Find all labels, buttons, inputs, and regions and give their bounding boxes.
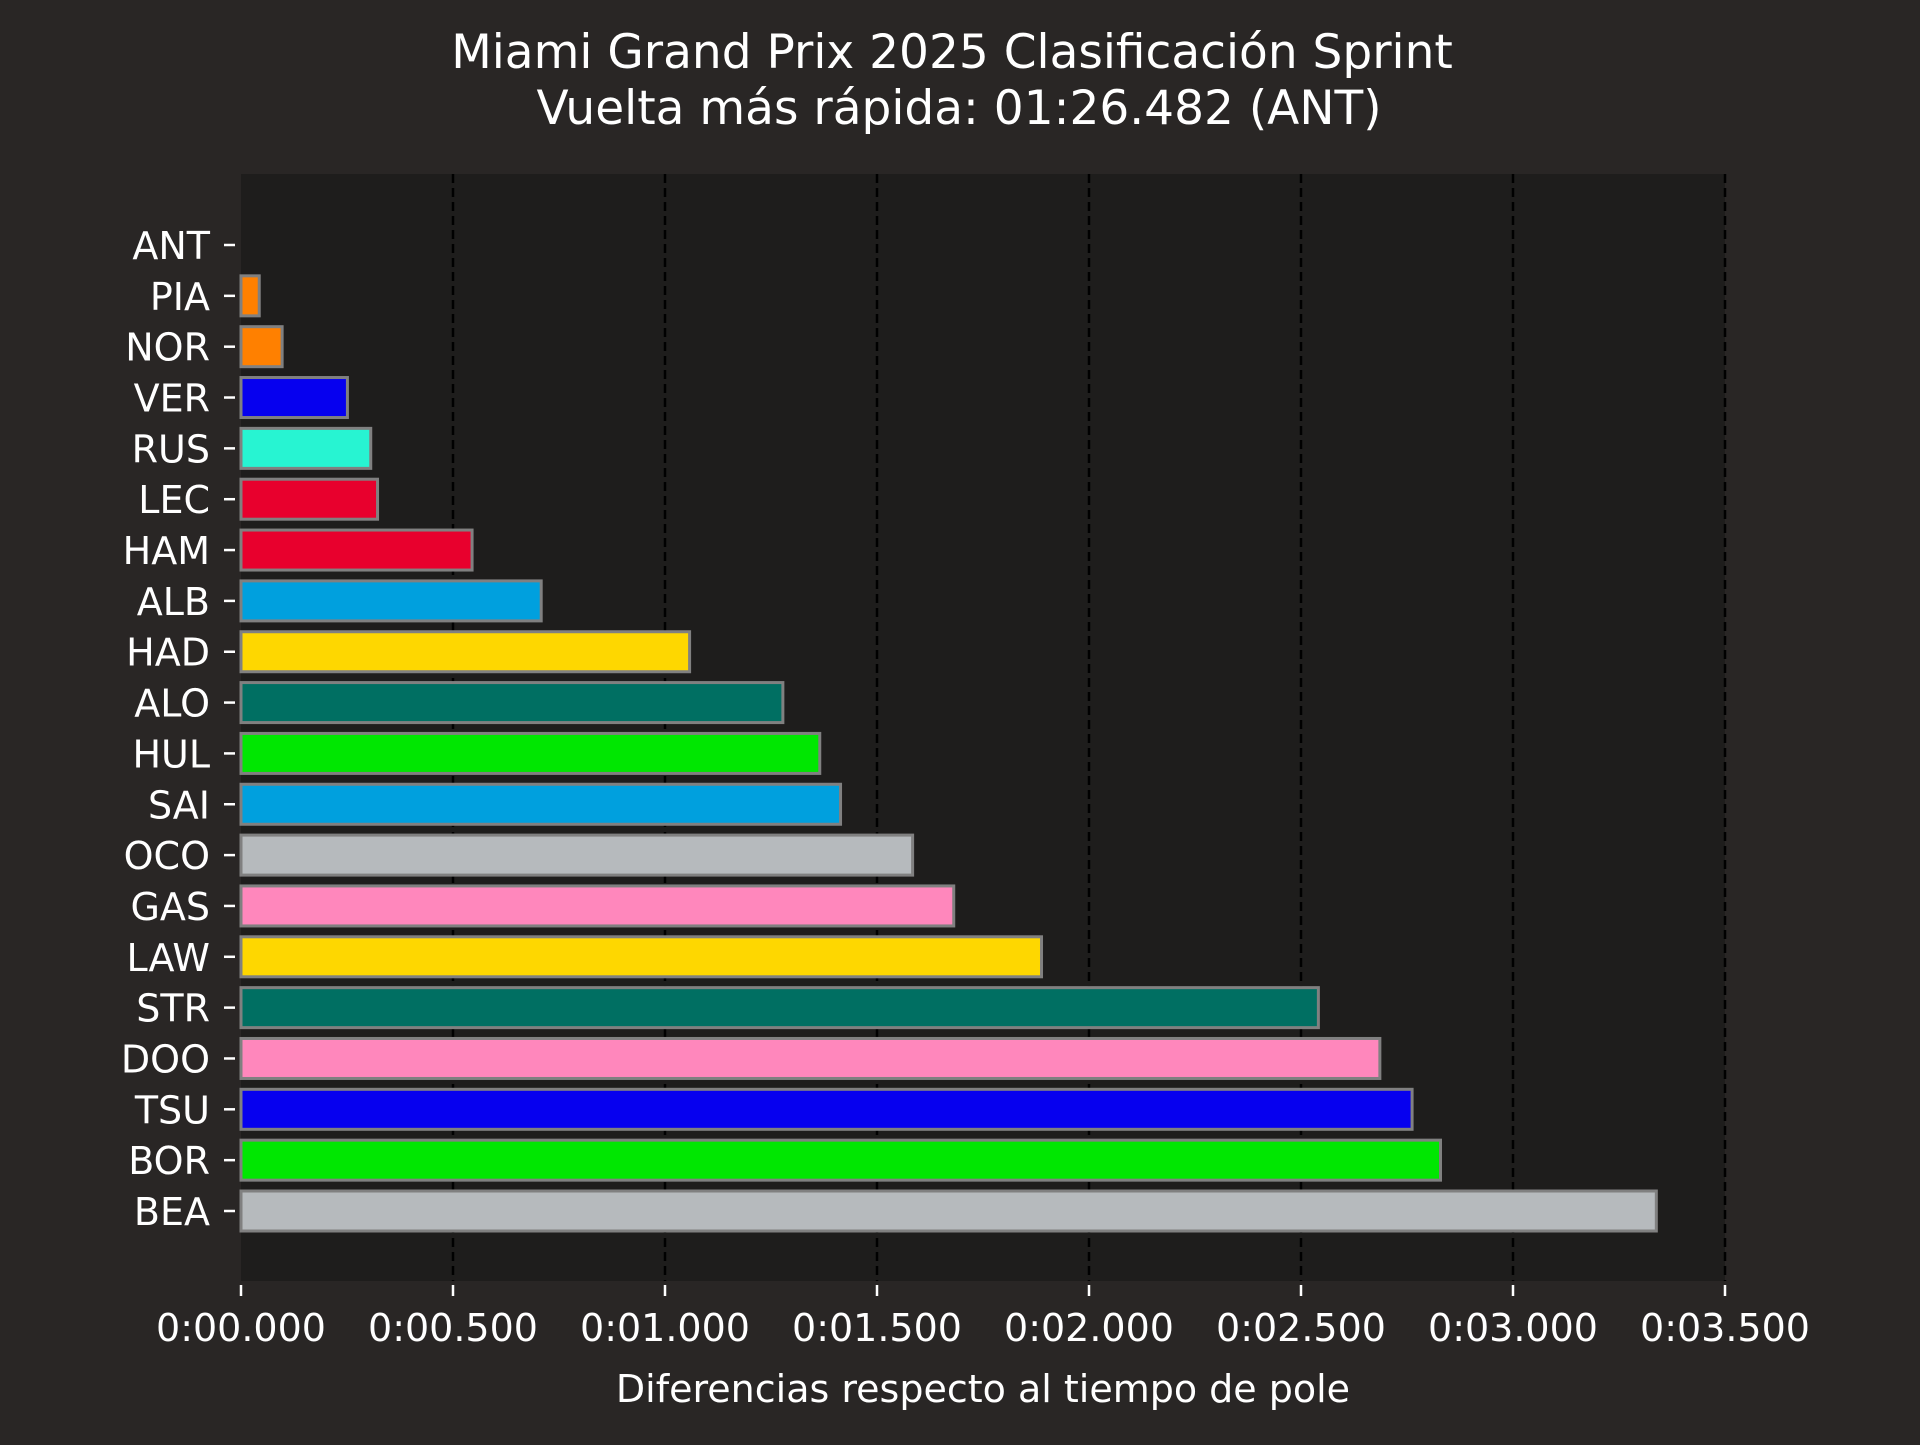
y-tick-label: HUL (132, 732, 210, 776)
x-tick-label: 0:01.000 (580, 1306, 750, 1350)
bar-had (239, 630, 692, 674)
x-tick-label: 0:01.500 (792, 1306, 962, 1350)
bar-nor (239, 325, 284, 369)
y-tick-label: HAD (126, 631, 210, 675)
bar-bor (239, 1138, 1442, 1182)
y-axis: ANT PIA NOR VER RUS LEC HAM ALB HAD ALO HUL SAI OCO G… (121, 224, 235, 1234)
bar-lec (239, 477, 380, 521)
chart-title: Miami Grand Prix 2025 Clasificación Spri… (451, 25, 1453, 80)
bar-ham (239, 528, 474, 572)
x-tick-label: 0:03.500 (1640, 1306, 1810, 1350)
bar-tsu (239, 1087, 1414, 1131)
bar-oco (239, 833, 915, 877)
x-tick-label: 0:00.000 (156, 1306, 326, 1350)
x-axis-label: Diferencias respecto al tiempo de pole (616, 1367, 1350, 1411)
bar-sai (239, 782, 843, 826)
y-tick-label: RUS (132, 427, 210, 471)
y-tick-label: BEA (134, 1190, 210, 1234)
bars (239, 274, 1658, 1233)
y-tick-label: ALO (134, 682, 210, 726)
x-tick-label: 0:00.500 (368, 1306, 538, 1350)
bar-law (239, 935, 1044, 979)
chart-subtitle: Vuelta más rápida: 01:26.482 (ANT) (536, 81, 1381, 136)
y-tick-label: SAI (148, 783, 210, 827)
y-tick-label: STR (136, 987, 210, 1031)
bar-rus (239, 426, 373, 470)
y-tick-label: DOO (121, 1037, 210, 1081)
y-tick-label: VER (134, 377, 210, 421)
y-tick-label: PIA (150, 275, 210, 319)
bar-str (239, 986, 1320, 1030)
x-tick-label: 0:02.500 (1216, 1306, 1386, 1350)
bar-doo (239, 1036, 1382, 1080)
bar-ver (239, 376, 349, 420)
y-tick-label: BOR (128, 1139, 210, 1183)
bar-gas (239, 884, 956, 928)
y-tick-label: HAM (123, 529, 210, 573)
grid-lines (451, 174, 1727, 1281)
y-tick-label: OCO (124, 834, 210, 878)
y-tick-label: GAS (130, 885, 210, 929)
x-tick-label: 0:02.000 (1004, 1306, 1174, 1350)
x-axis: 0:00.000 0:00.500 0:01.000 0:01.500 0:02.000… (156, 1285, 1810, 1350)
bar-alo (239, 681, 785, 725)
y-tick-label: ANT (132, 224, 210, 268)
x-tick-label: 0:03.000 (1428, 1306, 1598, 1350)
bar-bea (239, 1189, 1658, 1233)
bar-hul (239, 731, 822, 775)
y-tick-label: ALB (137, 580, 210, 624)
y-tick-label: NOR (125, 326, 210, 370)
y-tick-label: LEC (138, 478, 210, 522)
y-tick-label: TSU (134, 1088, 210, 1132)
bar-pia (239, 274, 261, 318)
bar-alb (239, 579, 543, 623)
y-tick-label: LAW (126, 936, 210, 980)
